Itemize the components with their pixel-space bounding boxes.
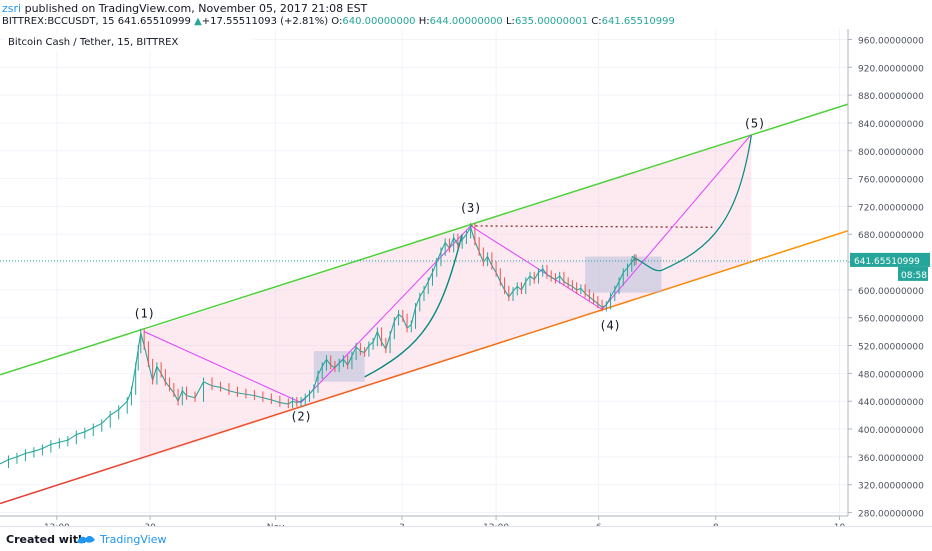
ohlc-header: BITTREX:BCCUSDT, 15 641.65510999 ▲+17.55… bbox=[2, 16, 675, 27]
wave-label: (1) bbox=[133, 307, 155, 321]
countdown-tag-label: 08:58 bbox=[901, 271, 927, 281]
title-bg bbox=[4, 33, 254, 51]
ticker-symbol: BITTREX:BCCUSDT, 15 bbox=[2, 16, 115, 27]
x-tick-label: Nov bbox=[267, 523, 285, 526]
y-tick-label: 400.00000000 bbox=[858, 426, 924, 436]
open-label: O: bbox=[331, 16, 343, 27]
price-change: +17.55511093 (+2.81%) bbox=[201, 16, 329, 27]
author-name[interactable]: zsri bbox=[2, 2, 22, 15]
change-up-icon: ▲ bbox=[194, 16, 202, 27]
channel-fill bbox=[139, 135, 752, 461]
x-tick-label: 3 bbox=[399, 523, 405, 526]
close-value: 641.65510999 bbox=[601, 16, 675, 27]
time-axis[interactable]: 12:00 30 Nov 3 12:00 6 8 10 bbox=[0, 515, 848, 526]
x-tick-label: 12:00 bbox=[44, 523, 70, 526]
y-tick-label: 280.00000000 bbox=[858, 510, 924, 520]
y-tick-label: 840.00000000 bbox=[858, 120, 924, 130]
created-with-label: Created with bbox=[6, 533, 86, 546]
last-price-tag-label: 641.65510999 bbox=[854, 257, 920, 267]
upper-channel-line bbox=[0, 103, 849, 376]
price-chart[interactable]: (1) (2) (3) (4) (5) Bitcoin Cash / Tether, 1… bbox=[0, 29, 932, 526]
wave-label: (4) bbox=[599, 318, 621, 332]
y-tick-label: 880.00000000 bbox=[858, 92, 924, 102]
last-price: 641.65510999 bbox=[117, 16, 191, 27]
wave-label: (5) bbox=[744, 116, 766, 130]
wave-labels: (1) (2) (3) (4) (5) bbox=[133, 116, 765, 423]
chart-title: Bitcoin Cash / Tether, 15, BITTREX bbox=[8, 37, 178, 48]
projection-curve-2 bbox=[631, 135, 752, 272]
low-value: 635.00000001 bbox=[514, 16, 589, 27]
open-value: 640.00000000 bbox=[342, 16, 416, 27]
y-tick-label: 520.00000000 bbox=[858, 343, 924, 353]
y-tick-label: 920.00000000 bbox=[858, 64, 924, 74]
x-tick-label: 10 bbox=[834, 523, 846, 526]
x-tick-label: 12:00 bbox=[483, 523, 509, 526]
tradingview-brand[interactable]: TradingView bbox=[100, 533, 167, 546]
x-tick-label: 8 bbox=[713, 523, 719, 526]
footer: Created with TradingView bbox=[0, 526, 932, 551]
y-tick-label: 560.00000000 bbox=[858, 315, 924, 325]
publish-header: zsri published on TradingView.com, Novem… bbox=[2, 2, 367, 15]
close-label: C: bbox=[591, 16, 602, 27]
y-tick-label: 800.00000000 bbox=[858, 148, 924, 158]
y-tick-label: 440.00000000 bbox=[858, 398, 924, 408]
y-tick-label: 320.00000000 bbox=[858, 482, 924, 492]
y-tick-label: 360.00000000 bbox=[858, 454, 924, 464]
x-tick-label: 6 bbox=[596, 523, 602, 526]
y-tick-label: 480.00000000 bbox=[858, 370, 924, 380]
y-tick-label: 760.00000000 bbox=[858, 176, 924, 186]
wave-label: (3) bbox=[460, 201, 482, 215]
lower-channel-line bbox=[0, 230, 849, 505]
y-tick-label: 960.00000000 bbox=[858, 36, 924, 46]
tradingview-logo-icon[interactable] bbox=[75, 532, 97, 546]
price-series bbox=[0, 223, 637, 468]
price-axis[interactable]: 960.00000000 920.00000000 880.00000000 840.… bbox=[847, 29, 930, 520]
last-price-tag bbox=[850, 252, 930, 267]
x-tick-label: 30 bbox=[144, 523, 156, 526]
countdown-tag bbox=[898, 266, 928, 281]
projection-curve-1 bbox=[364, 234, 463, 378]
high-label: H: bbox=[418, 16, 430, 27]
y-tick-label: 600.00000000 bbox=[858, 287, 924, 297]
y-tick-label: 720.00000000 bbox=[858, 203, 924, 213]
high-value: 644.00000000 bbox=[429, 16, 503, 27]
chart-drawings bbox=[0, 103, 849, 505]
chart-grid bbox=[0, 29, 848, 516]
low-label: L: bbox=[505, 16, 515, 27]
price-line bbox=[0, 225, 637, 465]
y-tick-label: 680.00000000 bbox=[858, 231, 924, 241]
publish-info: published on TradingView.com, November 0… bbox=[24, 2, 368, 15]
wave-label: (2) bbox=[290, 410, 312, 424]
